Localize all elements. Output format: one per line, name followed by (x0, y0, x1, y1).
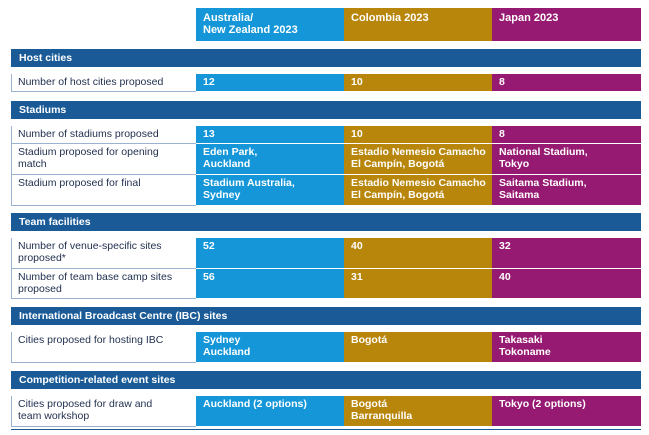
cell-opening-colombia: Estadio Nemesio Camacho El Campín, Bogotá (344, 144, 492, 175)
cell-ibc-australia-nz: Sydney Auckland (196, 332, 344, 363)
section-host-cities: Host cities (11, 49, 641, 67)
cell-ibc-japan: Takasaki Tokoname (492, 332, 641, 363)
row-label-final: Stadium proposed for final (11, 175, 196, 206)
row-label-host-cities-proposed: Number of host cities proposed (11, 74, 196, 92)
row-label-venue-sites: Number of venue-specific sites proposed* (11, 238, 196, 269)
cell-draw-japan: Tokyo (2 options) (492, 396, 641, 427)
section-stadiums: Stadiums (11, 101, 641, 119)
column-header-line: Colombia 2023 (351, 12, 429, 24)
cell-base-camps-colombia: 31 (344, 269, 492, 299)
cell-final-japan: Saitama Stadium, Saitama (492, 175, 641, 206)
column-header-japan: Japan 2023 (492, 8, 641, 41)
table-bottom-rule (11, 429, 641, 430)
cell-stadiums-japan: 8 (492, 126, 641, 144)
column-header-australia-nz: Australia/ New Zealand 2023 (196, 8, 344, 41)
row-label-stadiums-proposed: Number of stadiums proposed (11, 126, 196, 144)
column-header-line: Japan 2023 (499, 12, 559, 24)
cell-stadiums-australia-nz: 13 (196, 126, 344, 144)
cell-host-cities-australia-nz: 12 (196, 74, 344, 92)
cell-host-cities-colombia: 10 (344, 74, 492, 92)
cell-ibc-colombia: Bogotá (344, 332, 492, 363)
cell-final-australia-nz: Stadium Australia, Sydney (196, 175, 344, 206)
cell-base-camps-australia-nz: 56 (196, 269, 344, 299)
section-ibc: International Broadcast Centre (IBC) sit… (11, 307, 641, 325)
cell-stadiums-colombia: 10 (344, 126, 492, 144)
cell-opening-australia-nz: Eden Park, Auckland (196, 144, 344, 175)
column-header-line: New Zealand 2023 (203, 24, 298, 36)
cell-venue-sites-japan: 32 (492, 238, 641, 269)
row-label-ibc-cities: Cities proposed for hosting IBC (11, 332, 196, 363)
column-header-line: Australia/ (203, 12, 254, 24)
cell-venue-sites-australia-nz: 52 (196, 238, 344, 269)
cell-host-cities-japan: 8 (492, 74, 641, 92)
section-competition-events: Competition-related event sites (11, 371, 641, 389)
row-label-draw-cities: Cities proposed for draw and team worksh… (11, 396, 196, 427)
cell-draw-australia-nz: Auckland (2 options) (196, 396, 344, 427)
column-header-colombia: Colombia 2023 (344, 8, 492, 41)
row-label-base-camps: Number of team base camp sites proposed (11, 269, 196, 299)
row-label-opening-match: Stadium proposed for opening match (11, 144, 196, 175)
section-team-facilities: Team facilities (11, 213, 641, 231)
cell-base-camps-japan: 40 (492, 269, 641, 299)
cell-venue-sites-colombia: 40 (344, 238, 492, 269)
cell-final-colombia: Estadio Nemesio Camacho El Campín, Bogotá (344, 175, 492, 206)
cell-opening-japan: National Stadium, Tokyo (492, 144, 641, 175)
cell-draw-colombia: Bogotá Barranquilla (344, 396, 492, 427)
